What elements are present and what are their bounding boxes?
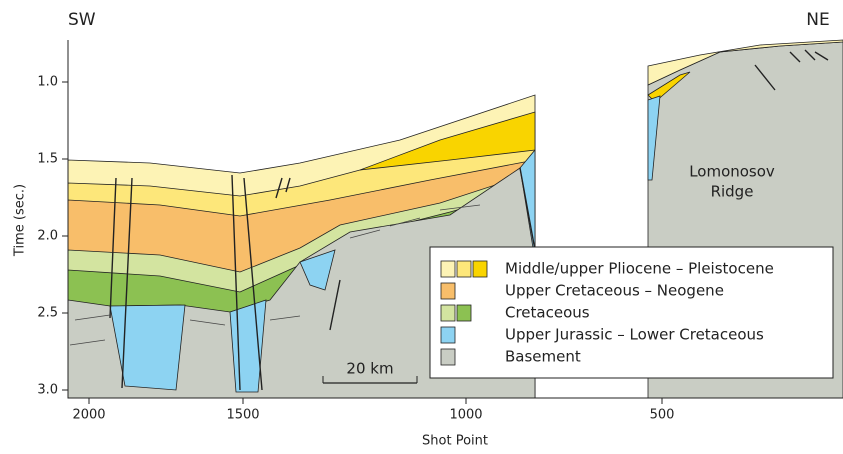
legend-swatch xyxy=(473,261,487,277)
y-tick-label: 2.5 xyxy=(37,306,58,321)
scale-label: 20 km xyxy=(346,360,393,378)
legend-swatch xyxy=(441,327,455,343)
ridge-label: Lomonosov xyxy=(689,163,775,181)
ridge-label: Ridge xyxy=(711,183,754,201)
x-tick-label: 1500 xyxy=(226,408,259,423)
legend-swatch xyxy=(441,261,455,277)
legend-swatch xyxy=(457,261,471,277)
legend-label: Cretaceous xyxy=(505,304,590,322)
legend-label: Upper Cretaceous – Neogene xyxy=(505,282,724,300)
x-tick-label: 500 xyxy=(650,408,675,423)
legend-label: Basement xyxy=(505,348,581,366)
y-tick-label: 3.0 xyxy=(37,383,58,398)
legend-swatch xyxy=(457,305,471,321)
legend-label: Upper Jurassic – Lower Cretaceous xyxy=(505,326,764,344)
y-tick-label: 1.5 xyxy=(37,152,58,167)
y-tick-label: 1.0 xyxy=(37,75,58,90)
y-tick-label: 2.0 xyxy=(37,229,58,244)
label-sw: SW xyxy=(68,10,96,30)
legend-swatch xyxy=(441,283,455,299)
x-axis-title: Shot Point xyxy=(422,434,488,449)
x-tick-label: 2000 xyxy=(72,408,105,423)
x-tick-label: 1000 xyxy=(449,408,482,423)
y-axis-title: Time (sec.) xyxy=(13,184,28,257)
legend-swatch xyxy=(441,305,455,321)
legend-swatch xyxy=(441,349,455,365)
legend-label: Middle/upper Pliocene – Pleistocene xyxy=(505,260,774,278)
cross-section: SW NE Lomonosov Ridge 20 km Time (sec.) … xyxy=(0,0,843,454)
label-ne: NE xyxy=(806,10,829,30)
